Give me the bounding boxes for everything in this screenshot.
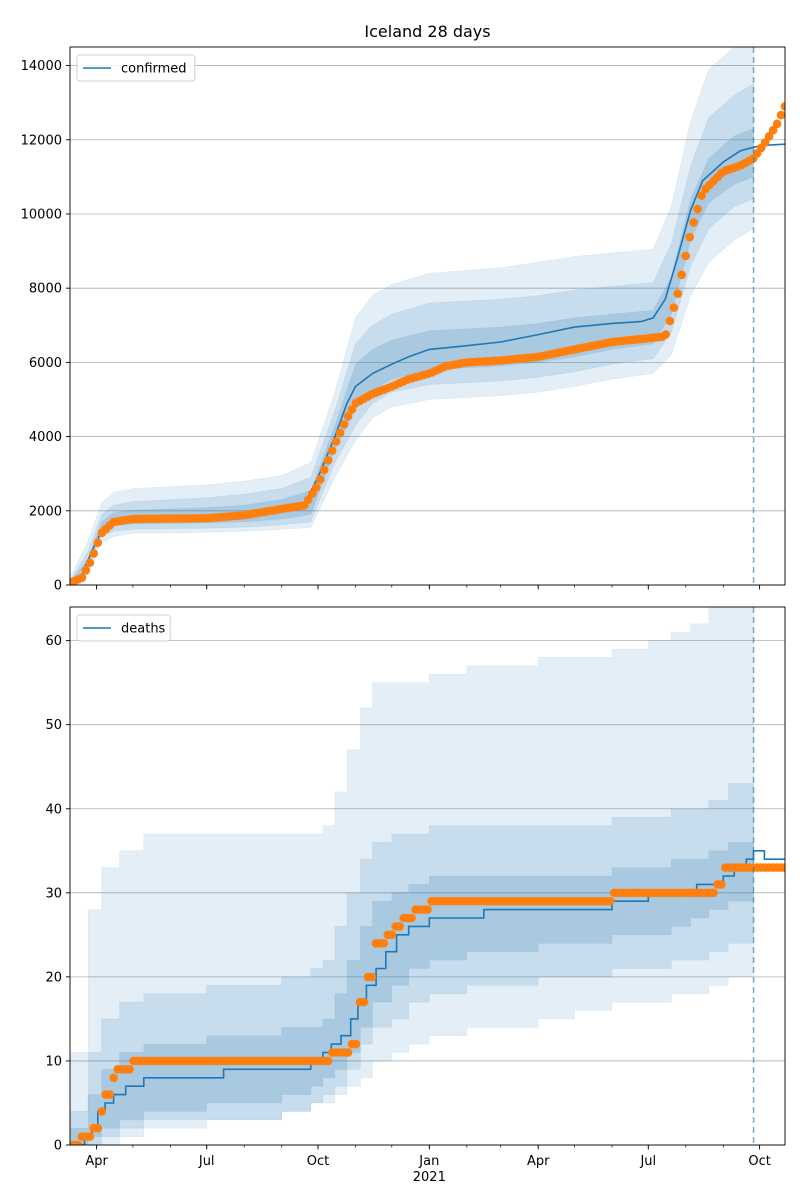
observed-point [97,1107,107,1116]
x-tick-label: Jul [639,1154,656,1169]
legend: deaths [76,614,171,642]
observed-point [693,204,702,214]
observed-point [85,558,95,567]
observed-point [367,972,377,982]
observed-point [395,922,405,931]
observed-point [665,316,675,326]
observed-point [304,495,313,505]
x-tick-label: Jul [198,1154,215,1169]
observed-point [689,218,698,227]
y-tick-label: 2000 [29,504,62,519]
observed-point [109,1073,118,1083]
observed-point [760,138,770,147]
observed-point [780,102,785,111]
y-tick-label: 8000 [29,282,62,297]
observed-point [343,1048,353,1057]
observed-point [319,465,329,475]
observed-point [681,251,690,261]
y-tick-label: 10000 [21,207,62,222]
observed-point [717,880,726,889]
observed-point [323,1056,333,1066]
x-tick-label: Oct [307,1154,329,1169]
y-tick-label: 0 [54,1139,62,1154]
observed-point [387,930,397,940]
x-tick-label: Oct [748,1154,770,1169]
observed-point [677,270,686,280]
y-tick-label: 40 [45,802,62,817]
axes-frame [69,46,786,586]
y-tick-label: 60 [45,634,62,649]
y-tick-label: 20 [45,970,62,985]
legend-label: confirmed [121,62,187,77]
y-tick-label: 50 [45,718,62,733]
observed-point [776,110,785,120]
y-tick-label: 6000 [29,356,62,371]
y-tick-label: 30 [45,886,62,901]
observed-point [323,456,333,465]
observed-point [605,896,615,906]
observed-points [70,863,785,1145]
observed-point [351,1039,361,1049]
x-tick-label: Apr [85,1154,108,1169]
observed-point [93,1123,103,1133]
observed-point [308,489,317,498]
observed-point [93,538,103,548]
y-tick-label: 12000 [21,133,62,148]
observed-point [125,1065,134,1074]
observed-point [661,330,671,339]
observed-point [673,289,683,298]
legend-box [76,54,196,82]
observed-point [359,997,369,1007]
observed-point [407,913,416,923]
legend: confirmed [76,54,196,82]
x-tick-label: Apr [527,1154,550,1169]
observed-point [81,566,91,575]
x-tick-label: Jan [418,1154,439,1169]
observed-point [316,475,325,484]
observed-point [73,1140,83,1145]
observed-point [335,428,345,438]
plot-area [70,607,785,1145]
observed-point [709,888,718,898]
observed-point [327,446,337,456]
y-tick-label: 0 [54,579,62,594]
observed-point [343,412,353,421]
band-middle [70,733,754,1145]
y-tick-label: 14000 [21,59,62,74]
y-tick-label: 4000 [29,430,62,445]
x-tick-sublabel: 2021 [413,1170,446,1185]
chart-title: Iceland 28 days [364,22,490,41]
observed-point [105,1090,114,1099]
observed-points [70,102,785,585]
legend-box [76,614,171,642]
axes-frame [69,606,786,1146]
observed-point [85,1132,95,1141]
observed-point [89,549,99,558]
observed-point [379,939,389,948]
observed-point [780,863,785,872]
observed-point [347,405,357,414]
observed-point [77,573,87,582]
y-tick-label: 10 [45,1054,62,1069]
plot-area [70,47,785,585]
observed-point [669,303,679,312]
observed-point [764,132,774,141]
legend-label: deaths [121,622,166,637]
observed-point [685,232,694,242]
observed-point [423,905,432,914]
observed-point [768,125,778,135]
panel-confirmed: 0 2000 4000 6000 8000 10000 12000 14000 Iceland … [21,22,786,594]
observed-point [697,191,706,200]
band-outer [70,607,754,1145]
observed-point [331,437,341,446]
observed-point [339,420,349,429]
observed-point [772,119,782,129]
observed-point [312,483,321,492]
